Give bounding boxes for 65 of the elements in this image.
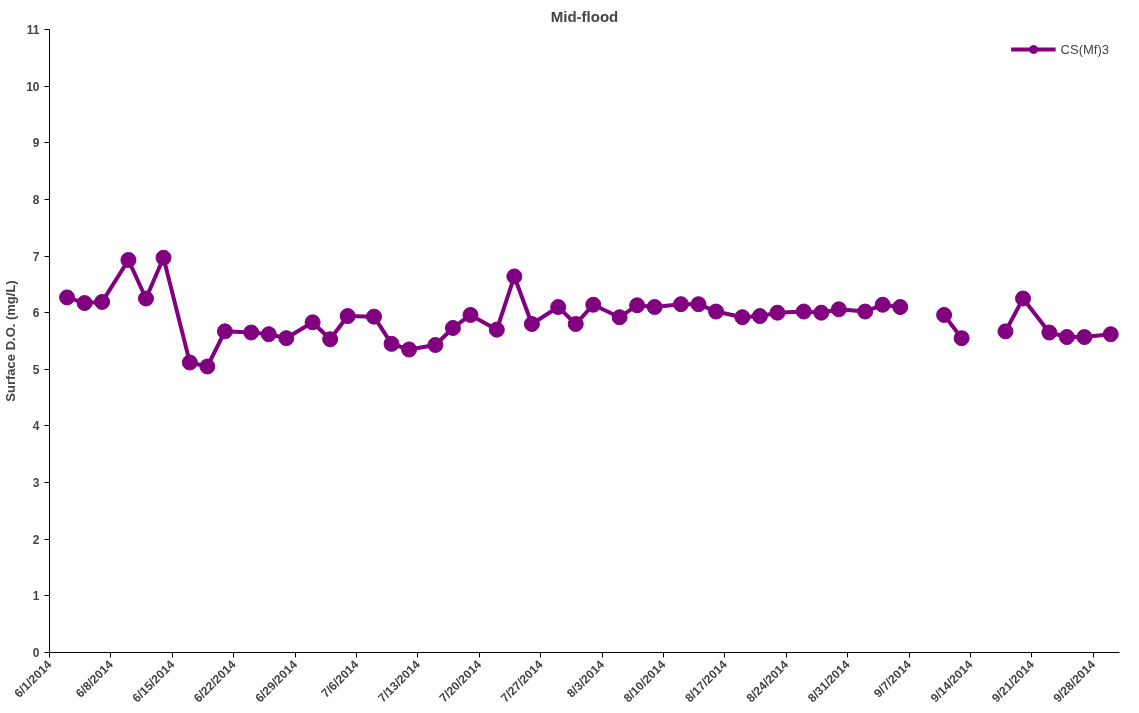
- y-tick-label: 0: [32, 646, 40, 660]
- point: [1041, 324, 1058, 341]
- point: [611, 309, 628, 326]
- point: [997, 323, 1014, 340]
- point: [953, 330, 970, 347]
- point: [383, 335, 400, 352]
- point: [892, 299, 909, 315]
- y-axis-title: Surface D.O. (mg/L): [3, 280, 19, 402]
- point: [304, 314, 321, 331]
- point: [462, 306, 479, 323]
- point: [366, 308, 383, 325]
- point: [708, 303, 725, 320]
- y-tick-label: 4: [32, 419, 40, 434]
- point: [795, 303, 812, 320]
- y-tick-label: 5: [32, 362, 40, 377]
- point: [646, 299, 663, 315]
- point: [523, 316, 540, 332]
- point: [120, 252, 137, 268]
- point: [322, 331, 339, 348]
- point: [181, 354, 198, 371]
- y-tick-label: 9: [32, 136, 40, 151]
- point: [567, 316, 584, 332]
- point: [769, 304, 786, 321]
- y-tick-label: 3: [32, 476, 40, 491]
- y-tick-label: 1: [32, 589, 40, 604]
- point: [155, 249, 172, 266]
- point: [199, 358, 216, 375]
- point: [1058, 329, 1075, 346]
- y-tick-label: 7: [32, 249, 40, 264]
- point: [444, 319, 461, 336]
- point: [76, 295, 93, 312]
- point: [672, 296, 689, 313]
- chart-title: Mid-flood: [550, 7, 619, 25]
- point: [137, 290, 154, 307]
- y-tick-label: 11: [26, 23, 40, 37]
- point: [1076, 329, 1093, 346]
- point: [243, 324, 260, 341]
- point: [278, 330, 295, 347]
- point: [427, 336, 444, 353]
- point: [339, 308, 356, 325]
- point: [751, 308, 768, 325]
- point: [936, 306, 953, 323]
- point: [813, 304, 830, 321]
- point: [830, 301, 847, 318]
- y-tick-label: 6: [32, 306, 40, 321]
- point: [216, 323, 233, 340]
- y-tick-label: 10: [26, 79, 40, 94]
- point: [857, 303, 874, 320]
- point: [874, 296, 891, 313]
- point: [59, 289, 76, 306]
- point: [1015, 290, 1032, 307]
- y-tick-label: 8: [32, 192, 40, 207]
- point: [734, 309, 751, 326]
- point: [585, 296, 602, 313]
- point: [401, 341, 418, 358]
- point: [260, 326, 277, 343]
- point: [506, 268, 523, 285]
- y-tick-label: 2: [32, 532, 40, 547]
- point: [488, 321, 505, 338]
- point: [1102, 326, 1119, 343]
- legend-label: CS(Mf)3: [1060, 41, 1109, 57]
- point: [629, 297, 646, 314]
- point: [690, 296, 707, 313]
- point: [94, 293, 111, 310]
- point: [550, 299, 567, 315]
